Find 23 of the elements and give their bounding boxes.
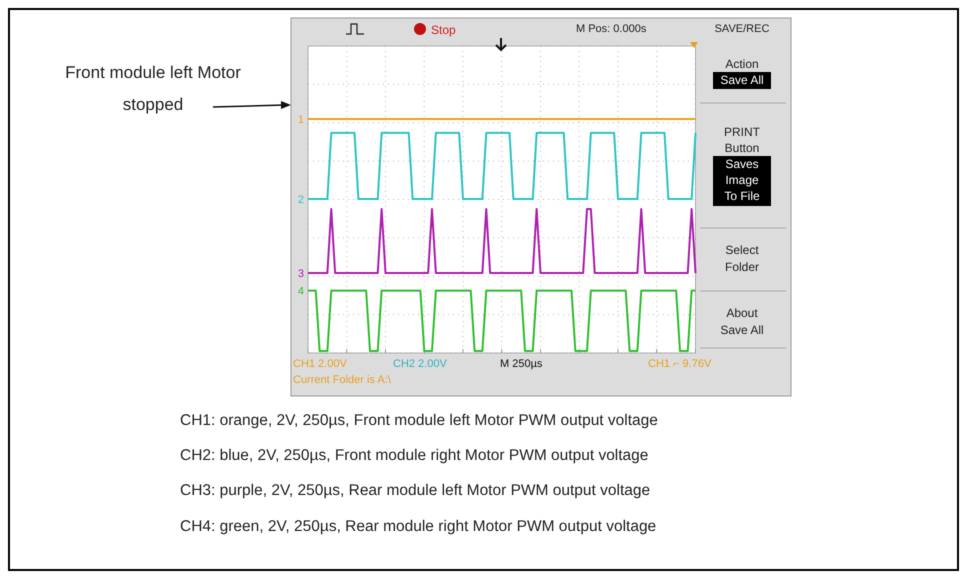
text: Stop	[431, 23, 456, 37]
text: M 250µs	[500, 358, 543, 370]
text: About Save All	[720, 306, 764, 337]
text: CH1: orange, 2V, 250µs, Front module left Motor PWM output voltage	[180, 412, 658, 429]
text: SAVE/REC	[714, 23, 770, 35]
text: M Pos: 0.000s	[576, 23, 647, 35]
text: Front module left Motor stopped	[65, 63, 242, 114]
text: CH1 2.00V	[293, 358, 348, 370]
text: CH2 2.00V	[393, 358, 448, 370]
text: CH1 ⌐ 9.76V	[648, 358, 712, 370]
text: CH4: green, 2V, 250µs, Rear module right Motor PWM output voltage	[180, 518, 656, 535]
series-label: 3	[298, 268, 304, 280]
text: CH2: blue, 2V, 250µs, Front module right Motor PWM output voltage	[180, 447, 648, 464]
series-label: 2	[298, 194, 304, 206]
text: Action	[725, 57, 759, 71]
series-label: 4	[298, 286, 304, 298]
text: Current Folder is A:\	[293, 374, 392, 386]
text: Save All	[720, 73, 764, 87]
series-label: 1	[298, 114, 304, 126]
text: Saves Image To File	[724, 157, 760, 203]
text: PRINT Button	[724, 125, 761, 155]
text: CH3: purple, 2V, 250µs, Rear module left Motor PWM output voltage	[180, 482, 650, 499]
text: Select Folder	[724, 243, 760, 274]
